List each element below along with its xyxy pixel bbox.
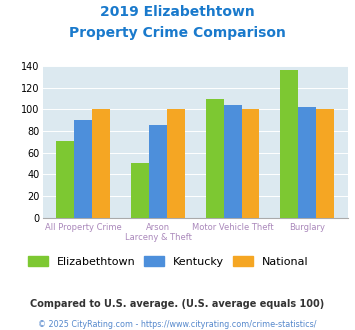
Bar	[206, 99, 224, 218]
Bar	[75, 120, 92, 218]
Bar	[224, 105, 241, 218]
Legend: Elizabethtown, Kentucky, National: Elizabethtown, Kentucky, National	[23, 252, 313, 272]
Bar	[298, 107, 316, 218]
Bar	[92, 109, 110, 218]
Bar	[241, 109, 260, 218]
Text: Property Crime Comparison: Property Crime Comparison	[69, 26, 286, 40]
Bar	[149, 124, 167, 218]
Text: Compared to U.S. average. (U.S. average equals 100): Compared to U.S. average. (U.S. average …	[31, 299, 324, 309]
Text: 2019 Elizabethtown: 2019 Elizabethtown	[100, 5, 255, 19]
Bar	[131, 162, 149, 218]
Bar	[167, 109, 185, 218]
Bar	[316, 109, 334, 218]
Bar	[280, 70, 298, 218]
Text: © 2025 CityRating.com - https://www.cityrating.com/crime-statistics/: © 2025 CityRating.com - https://www.city…	[38, 320, 317, 329]
Bar	[56, 141, 75, 218]
